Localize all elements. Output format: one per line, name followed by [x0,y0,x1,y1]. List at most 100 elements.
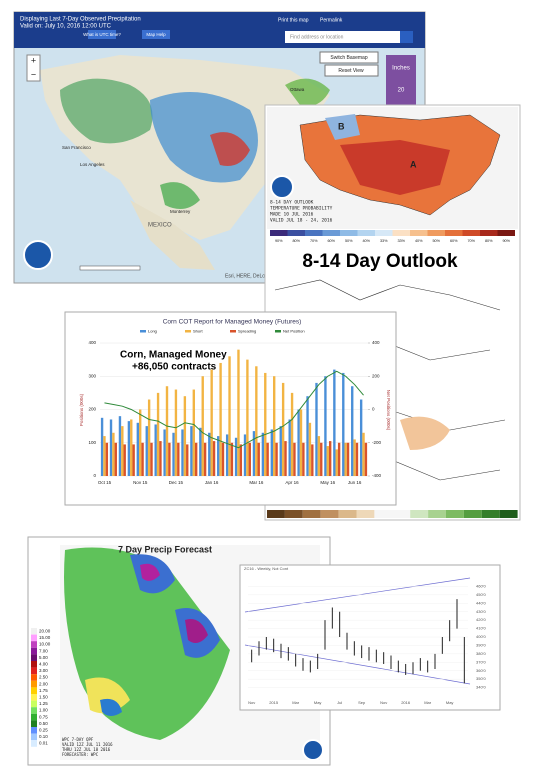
bar [293,442,296,476]
scale-swatch [481,510,500,518]
basemap-label[interactable]: Switch Basemap [330,55,367,61]
scale-label: 80% [485,239,493,243]
bar [139,409,142,476]
annotation: Corn, Managed Money [120,350,227,361]
bar [118,416,122,476]
legend-label: 20.00 [39,628,51,633]
y-tick-label: 340'0 [476,685,486,690]
legend-swatch [31,647,37,655]
search-box[interactable] [285,31,400,43]
y-tick-label: 370'0 [476,659,486,664]
bar [192,389,195,476]
button-label[interactable]: Map Help [146,32,166,37]
y-tick-label: 300 [88,373,96,378]
noaa-logo [302,739,324,761]
reset-button[interactable] [324,64,379,77]
scale-label: 80% [292,239,300,243]
zoom-in[interactable]: + [31,55,36,65]
legend-label: 3.00 [39,668,48,673]
zoom-control[interactable] [26,54,41,82]
bar [288,419,291,476]
scale-swatch [446,510,464,518]
bar [186,444,189,476]
y-tick-label: 400'0 [476,634,486,639]
scale-bar [79,265,141,271]
land [130,200,215,270]
region-label: B [338,121,345,131]
scale-label: 50% [345,239,353,243]
reset-label[interactable]: Reset View [338,68,364,74]
button[interactable] [88,30,116,39]
y2-tick-label: 0 [372,407,375,412]
y2-tick-label: 200 [372,373,380,378]
bar [199,427,202,476]
legend-label: 1.00 [39,708,48,713]
x-tick-label: May [446,700,454,705]
legend-label: 1.75 [39,688,48,693]
bar [132,444,135,476]
legend-label: 5.00 [39,655,48,660]
bar [297,409,300,476]
bar [212,441,216,476]
x-tick-label: Mar [292,700,300,705]
permalink[interactable]: Permalink [320,17,343,23]
chart-title: Corn COT Report for Managed Money (Futur… [163,319,302,326]
trend-line [244,644,471,685]
precip-area [285,78,330,106]
legend-swatch [31,641,37,648]
scale-label: 50% [432,239,440,243]
country-label: MEXICO [148,223,172,229]
precip-area [140,563,160,581]
search-placeholder[interactable]: Find address or location [290,34,344,40]
cot-panel: Corn COT Report for Managed Money (Futur… [64,311,397,506]
caption: THRU 12Z JUL 18 2016 [62,747,111,752]
scale-label: 33% [380,239,388,243]
legend-swatch [31,707,37,714]
credit: Esri, HERE, DeLo [225,273,265,279]
legend-label: 7.00 [39,648,48,653]
bar [320,442,323,476]
place-label: San Francisco [62,145,91,150]
forecast-title: 7 Day Precip Forecast [118,544,212,554]
bar [203,442,207,476]
y2-tick-label: -400 [372,473,382,478]
legend-label: Short [193,329,203,334]
bar [243,434,247,476]
scale-swatch [356,510,375,518]
place-label: Monterrey [170,209,191,214]
legend-swatch [31,654,37,661]
bar [210,369,213,476]
zoom-out[interactable]: − [31,69,36,79]
bar [281,382,285,476]
x-tick-label: Mar 16 [249,480,264,485]
caption: WPC 7-DAY QPF [62,737,94,742]
legend-swatch [31,687,37,694]
print-link[interactable]: Print this map [278,17,309,23]
legend-label: 0.25 [39,727,48,732]
bar [335,449,338,476]
x-tick-label: Oct 15 [98,480,112,485]
bar [346,442,350,476]
scale-swatch [322,230,340,236]
search-button[interactable] [400,31,413,43]
scale-label: 70% [467,239,475,243]
place-label: Ottawa [290,87,305,92]
bar [103,436,106,476]
legend-label: Spreading [238,329,256,334]
outlook-area [325,114,360,140]
bar [165,386,169,476]
y-tick-label: 200 [88,407,96,412]
x-tick-label: Jan 16 [205,480,219,485]
scale-swatch [497,230,515,236]
button-label[interactable]: What is UTC time? [83,32,121,37]
scale-swatch [462,230,480,236]
basemap-button[interactable] [319,51,379,64]
bar [351,386,354,476]
caption: FORECASTER: WPC [62,752,99,757]
button[interactable] [142,30,170,39]
outlook-area [400,416,450,450]
legend-swatch [185,330,191,333]
bar [130,419,133,476]
bar [194,442,198,476]
legend-swatch [31,733,37,741]
